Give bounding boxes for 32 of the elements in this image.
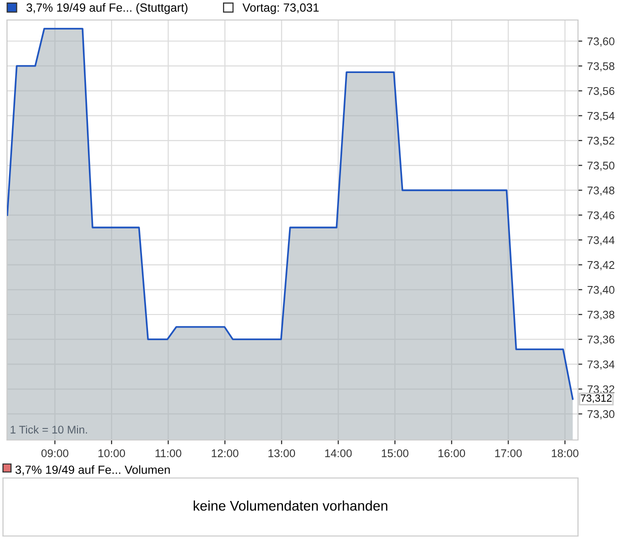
- annotation: 1 Tick = 10 Min.: [10, 425, 87, 434]
- y-tick-label: 73,58: [588, 62, 614, 72]
- y-tick-label: 73,44: [588, 236, 615, 246]
- y-tick-label: 73,36: [588, 336, 614, 345]
- x-tick-label: 09:00: [41, 449, 68, 458]
- y-tick-label: 73,52: [588, 136, 614, 146]
- x-tick-label: 18:00: [552, 449, 578, 458]
- x-tick-label: 12:00: [212, 449, 238, 458]
- y-tick-label: 73,48: [588, 186, 614, 196]
- x-tick-label: 15:00: [382, 449, 408, 458]
- legend-label: 3,7% 19/49 auf Fe... (Stuttgart): [26, 3, 188, 14]
- x-tick-label: 16:00: [438, 449, 466, 458]
- y-tick-label: 73,38: [588, 310, 614, 320]
- y-tick-label: 73,56: [588, 87, 614, 96]
- y-tick-label: 73,50: [588, 162, 614, 171]
- y-tick-label: 73,54: [588, 112, 615, 122]
- x-tick-label: 10:00: [98, 449, 126, 458]
- y-tick-label: 73,30: [588, 410, 614, 420]
- annotation: 73,312: [580, 394, 612, 404]
- text: keine Volumendaten vorhanden: [194, 500, 388, 511]
- y-tick-label: 73,40: [588, 286, 614, 296]
- y-tick-label: 73,32: [588, 385, 614, 394]
- y-tick-label: 73,34: [588, 360, 615, 370]
- x-tick-label: 14:00: [325, 449, 352, 458]
- y-tick-label: 73,42: [588, 261, 614, 270]
- y-tick-label: 73,60: [588, 37, 614, 47]
- text: 3,7% 19/49 auf Fe... Volumen: [15, 465, 170, 476]
- x-tick-label: 17:00: [495, 449, 522, 458]
- y-tick-label: 73,46: [588, 211, 614, 221]
- x-tick-label: 13:00: [268, 449, 296, 458]
- text: Vortag: 73,031: [242, 3, 319, 14]
- x-tick-label: 11:00: [156, 449, 182, 458]
